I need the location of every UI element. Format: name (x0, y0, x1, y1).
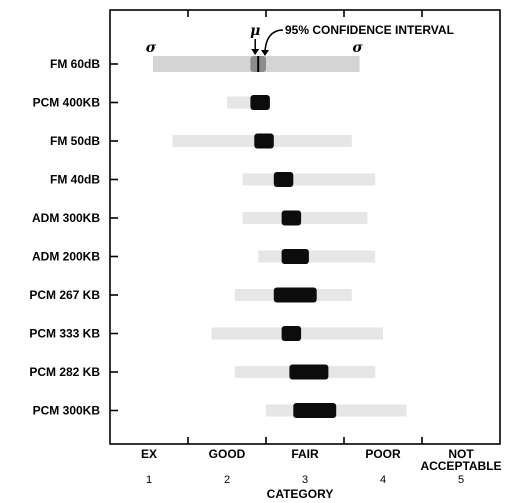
sigma-band (227, 96, 251, 109)
sigma-label-right: σ (352, 40, 363, 56)
y-tick-label: ADM 300KB (32, 211, 100, 225)
ci-label: 95% CONFIDENCE INTERVAL (285, 23, 454, 37)
confidence-bar (273, 172, 294, 187)
y-tick-labels: FM 60dB PCM 400KB FM 50dB FM 40dB ADM 300KB A… (29, 57, 100, 418)
x-tick-label: 1 (146, 474, 152, 486)
sigma-label-left: σ (146, 40, 157, 56)
x-tick-label: 5 (458, 474, 464, 486)
y-tick-label: PCM 333 KB (29, 327, 100, 341)
confidence-bar (281, 210, 302, 226)
mu-label: μ (250, 23, 260, 39)
plot-frame (109, 9, 501, 445)
sigma-band (266, 404, 407, 417)
x-tick-word: GOOD (209, 447, 246, 461)
y-tick-label: FM 40dB (50, 173, 100, 187)
x-axis-title: CATEGORY (267, 487, 334, 501)
confidence-bar (254, 133, 274, 149)
x-tick-word: POOR (365, 447, 401, 461)
sigma-band (242, 212, 368, 224)
y-tick-label: PCM 300KB (33, 404, 101, 418)
x-tick-label: 2 (224, 474, 230, 486)
sigma-band (258, 250, 376, 263)
confidence-bar (273, 287, 317, 303)
y-ticks (110, 63, 118, 412)
y-tick-label: PCM 400KB (33, 96, 101, 110)
y-tick-label: ADM 200KB (32, 250, 100, 264)
x-tick-word: ACCEPTABLE (420, 459, 501, 473)
y-tick-label: FM 60dB (50, 57, 100, 71)
confidence-bar (289, 364, 329, 380)
x-ticks (187, 10, 423, 444)
annotations: σ σ μ 95% CONFIDENCE INTERVAL (146, 23, 454, 56)
y-tick-label: PCM 267 KB (29, 288, 100, 302)
x-tick-word: FAIR (291, 447, 319, 461)
confidence-bar (293, 403, 337, 418)
x-tick-word: EX (141, 447, 157, 461)
x-tick-word: NOT (448, 447, 474, 461)
sigma-bands (152, 56, 407, 417)
mu-arrowhead (251, 49, 260, 55)
confidence-bar (250, 95, 270, 110)
x-tick-label: 4 (380, 474, 386, 486)
confidence-bar (281, 249, 309, 264)
x-tick-label: 3 (302, 474, 308, 486)
y-tick-label: FM 50dB (50, 134, 100, 148)
confidence-bar (281, 326, 302, 341)
sigma-band (242, 173, 376, 186)
ci-arrowhead (261, 50, 269, 56)
confidence-bars (250, 56, 337, 418)
y-tick-label: PCM 282 KB (29, 365, 100, 379)
